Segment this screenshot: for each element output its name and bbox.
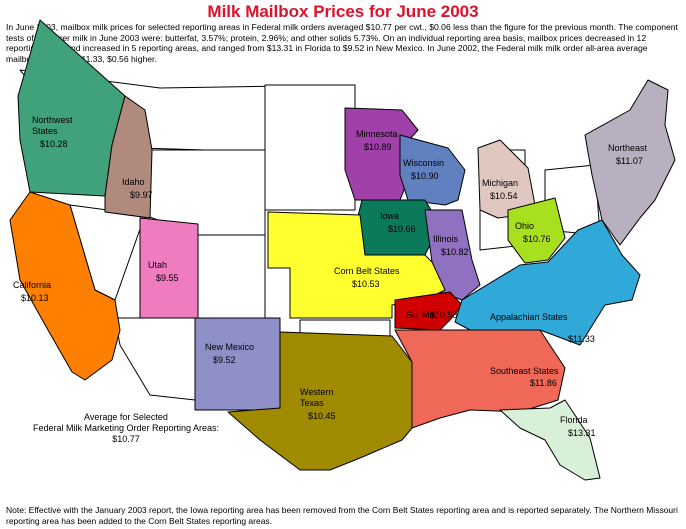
region-price-utah: $9.55 — [156, 273, 179, 283]
region-price-appalachian: $11.33 — [568, 334, 595, 344]
region-southeast — [394, 329, 566, 429]
region-label-western-texas: Western Texas — [300, 387, 333, 408]
region-price-new-mexico: $9.52 — [213, 355, 236, 365]
region-price-so-mo: $10.68 — [430, 310, 458, 320]
map-colorado — [194, 234, 266, 321]
region-label-ohio: Ohio — [515, 221, 534, 231]
region-price-northeast: $11.07 — [616, 156, 643, 166]
region-price-ohio: $10.76 — [523, 234, 551, 244]
region-label-new-mexico: New Mexico — [205, 342, 254, 352]
map-arizona — [114, 317, 196, 401]
region-price-florida: $13.31 — [568, 428, 596, 438]
region-price-minnesota: $10.89 — [364, 142, 392, 152]
region-price-michigan: $10.54 — [490, 191, 518, 201]
region-ohio — [507, 197, 566, 264]
footnote: Note: Effective with the January 2003 re… — [6, 505, 678, 526]
average-value: $10.77 — [112, 434, 140, 444]
region-new-mexico — [194, 317, 281, 411]
map-title: Milk Mailbox Prices for June 2003 — [207, 2, 479, 21]
average-box: Average for Selected Federal Milk Market… — [6, 412, 246, 445]
region-label-michigan: Michigan — [482, 178, 518, 188]
region-price-wisconsin: $10.90 — [411, 171, 439, 181]
average-label-1: Average for Selected — [84, 412, 168, 422]
region-price-southeast: $11.86 — [530, 378, 557, 388]
region-price-iowa: $10.66 — [388, 224, 416, 234]
region-wisconsin — [399, 134, 466, 206]
region-label-corn-belt: Corn Belt States — [334, 266, 400, 276]
region-price-california: $10.13 — [21, 293, 49, 303]
region-california — [9, 191, 121, 381]
region-label-idaho: Idaho — [122, 177, 145, 187]
region-western-texas — [227, 331, 413, 471]
region-price-western-texas: $10.45 — [308, 411, 336, 421]
region-label-utah: Utah — [148, 260, 167, 270]
region-label-northwest: Northwest States — [32, 115, 73, 136]
region-price-illinois: $10.82 — [441, 247, 469, 257]
region-idaho — [104, 95, 153, 219]
region-label-florida: Florida — [560, 415, 588, 425]
region-price-corn-belt: $10.53 — [352, 279, 380, 289]
region-price-northwest: $10.28 — [40, 139, 68, 149]
region-label-southeast: Southeast States — [490, 366, 559, 376]
region-label-minnesota: Minnesota — [356, 129, 398, 139]
region-label-northeast: Northeast — [608, 143, 648, 153]
region-label-so-mo: So. Mo. — [406, 310, 437, 320]
map-dakotas — [264, 84, 356, 211]
region-price-idaho: $9.97 — [130, 190, 153, 200]
region-northeast — [584, 79, 676, 246]
region-label-iowa: Iowa — [380, 211, 399, 221]
region-so-mo — [394, 291, 463, 331]
region-label-california: California — [13, 280, 51, 290]
average-label-2: Federal Milk Marketing Order Reporting A… — [32, 423, 220, 433]
region-label-illinois: Illinois — [433, 234, 459, 244]
region-florida — [499, 399, 601, 481]
region-label-wisconsin: Wisconsin — [403, 158, 444, 168]
region-label-appalachian: Appalachian States — [490, 312, 568, 322]
